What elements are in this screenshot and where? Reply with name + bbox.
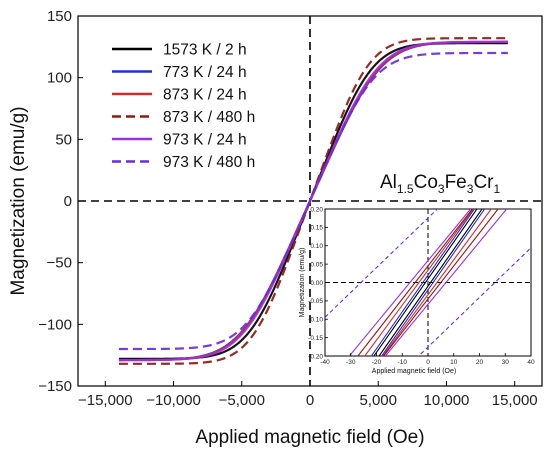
inset-x-axis-title: Applied magnetic field (Oe)	[372, 368, 456, 375]
x-tick-label: 5,000	[359, 392, 397, 409]
inset-loop-2-branch-1	[364, 209, 474, 356]
inset-y-tick-label: 0.15	[310, 225, 323, 232]
inset-plot: -40 -30 -20 -10 0 10 20 30 40 -0.20 -0.15 -0.10 -0.0…	[299, 206, 535, 375]
inset-x-tick-label: 10	[450, 359, 458, 366]
inset-loop-1-branch-0	[380, 209, 486, 356]
legend-label: 1573 K / 2 h	[163, 42, 247, 59]
y-tick-label: −100	[38, 316, 72, 333]
legend-label: 973 K / 480 h	[163, 154, 255, 171]
inset-loop-5-branch-0	[417, 247, 531, 356]
y-tick-label: −150	[38, 378, 72, 395]
inset-x-tick-label: 40	[527, 359, 535, 366]
legend-label: 873 K / 480 h	[163, 109, 255, 126]
inset-loop-4-branch-1	[348, 209, 472, 356]
inset-x-tick-label: 30	[502, 359, 510, 366]
inset-y-tick-label: 0.05	[310, 261, 323, 268]
inset-loop-2-branch-0	[382, 209, 492, 356]
main-plot: −15,000 −10,000 −5,000 0 5,000 10,000 15,000 −1…	[38, 8, 542, 409]
y-tick-label: 0	[64, 193, 72, 210]
inset-loop-3-branch-0	[382, 209, 499, 356]
y-tick-label: 150	[47, 8, 72, 25]
inset-y-tick-label: 0.00	[310, 280, 323, 287]
inset-loop-0-branch-0	[378, 209, 483, 356]
y-tick-label: −50	[47, 255, 72, 272]
y-tick-label: 50	[55, 131, 72, 148]
inset-y-tick-label: -0.10	[308, 317, 323, 324]
inset-y-tick-label: -0.20	[308, 353, 323, 360]
legend-label: 873 K / 24 h	[163, 87, 247, 104]
inset-loop-0-branch-1	[373, 209, 478, 356]
inset-x-tick-label: -30	[346, 359, 356, 366]
inset-loop-4-branch-0	[384, 209, 508, 356]
inset-loop-1-branch-1	[370, 209, 476, 356]
x-tick-label: 0	[306, 392, 314, 409]
inset-x-tick-label: -20	[372, 359, 382, 366]
inset-loop-3-branch-1	[357, 209, 474, 356]
legend: 1573 K / 2 h 773 K / 24 h 873 K / 24 h 873 …	[112, 42, 255, 171]
x-tick-label: −15,000	[78, 392, 133, 409]
y-tick-label: 100	[47, 70, 72, 87]
inset-y-tick-label: 0.20	[310, 206, 323, 213]
x-tick-label: −5,000	[219, 392, 265, 409]
inset-y-tick-label: -0.15	[308, 335, 323, 342]
x-tick-label: 10,000	[424, 392, 470, 409]
inset-x-tick-label: 20	[476, 359, 484, 366]
legend-label: 973 K / 24 h	[163, 132, 247, 149]
inset-y-tick-label: 0.10	[310, 243, 323, 250]
y-axis-title: Magnetization (emu/g)	[8, 106, 29, 295]
inset-x-tick-label: -40	[320, 359, 330, 366]
x-axis-title: Applied magnetic field (Oe)	[195, 427, 424, 448]
inset-loop-5-branch-1	[325, 209, 439, 318]
x-tick-label: −10,000	[146, 392, 201, 409]
inset-x-tick-label: 0	[426, 359, 430, 366]
x-tick-label: 15,000	[492, 392, 538, 409]
inset-x-tick-label: -10	[398, 359, 408, 366]
inset-y-axis-title: Magnetization (emu/g)	[299, 248, 306, 318]
legend-label: 773 K / 24 h	[163, 64, 247, 81]
inset-curves	[325, 209, 531, 356]
composition-annotation: Al1.5Co3Fe3Cr1	[380, 172, 501, 196]
series-line-5	[118, 51, 508, 351]
inset-y-tick-label: -0.05	[308, 298, 323, 305]
